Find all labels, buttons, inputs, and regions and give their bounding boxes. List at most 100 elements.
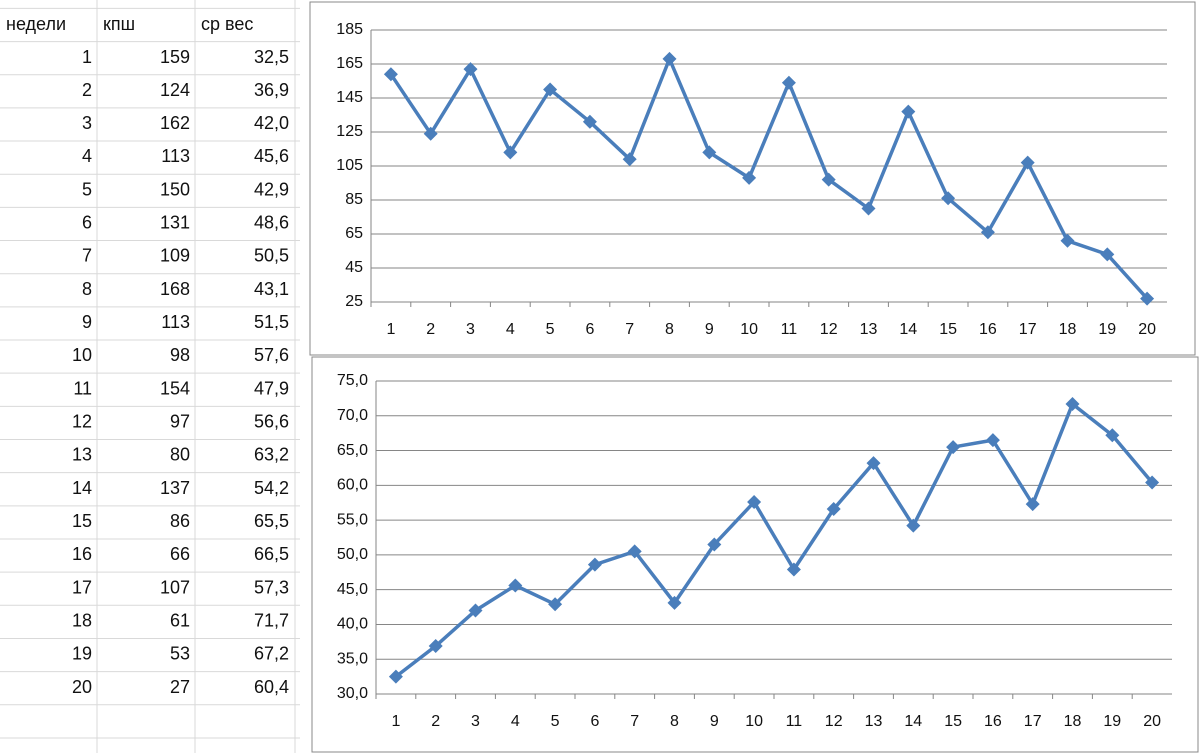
cell: 61	[170, 610, 190, 630]
cell: 5	[82, 179, 92, 199]
cell: 4	[82, 146, 92, 166]
point	[781, 75, 796, 90]
cell: 43,1	[254, 279, 289, 299]
cell: 42,9	[254, 179, 289, 199]
x-tick-label: 11	[786, 713, 803, 730]
point	[627, 544, 642, 559]
y-tick-label: 55,0	[337, 511, 368, 528]
x-tick-label: 15	[944, 713, 962, 730]
cell: 12	[72, 412, 92, 432]
cell: 113	[161, 312, 190, 332]
x-tick-label: 3	[471, 713, 480, 730]
point	[503, 145, 518, 160]
cell: 168	[160, 279, 190, 299]
cell: 2	[82, 80, 92, 100]
sheet-grid	[0, 0, 300, 753]
cell: 131	[160, 213, 190, 233]
point	[582, 114, 597, 129]
point	[747, 495, 762, 510]
header-cell: ср вес	[201, 14, 253, 34]
cell: 66,5	[254, 544, 289, 564]
cell: 14	[72, 478, 92, 498]
x-tick-label: 6	[590, 713, 599, 730]
x-tick-label: 20	[1143, 713, 1161, 730]
cell: 6	[82, 213, 92, 233]
point	[463, 62, 478, 77]
point	[707, 537, 722, 552]
cell: 109	[160, 246, 190, 266]
cell: 80	[170, 445, 190, 465]
cell: 16	[72, 544, 92, 564]
x-tick-label: 14	[899, 321, 917, 338]
y-tick-label: 65,0	[337, 442, 368, 459]
point	[1020, 155, 1035, 170]
point	[702, 145, 717, 160]
y-tick-label: 25	[345, 293, 363, 310]
y-tick-label: 70,0	[337, 407, 368, 424]
x-tick-label: 19	[1098, 321, 1116, 338]
point	[622, 152, 637, 167]
x-tick-label: 3	[466, 321, 475, 338]
y-tick-label: 105	[336, 157, 363, 174]
cell: 11	[73, 378, 92, 398]
point	[906, 518, 921, 533]
y-tick-label: 50,0	[337, 546, 368, 563]
point	[468, 603, 483, 618]
point	[866, 456, 881, 471]
point	[901, 104, 916, 119]
x-tick-label: 1	[391, 713, 400, 730]
x-tick-label: 20	[1138, 321, 1156, 338]
x-tick-label: 10	[740, 321, 758, 338]
cell: 57,6	[254, 345, 289, 365]
header-cell: кпш	[103, 14, 135, 34]
x-tick-label: 19	[1103, 713, 1121, 730]
cell: 47,9	[254, 378, 289, 398]
point	[548, 597, 563, 612]
cell: 8	[82, 279, 92, 299]
point	[428, 639, 443, 654]
cell: 20	[72, 677, 92, 697]
y-tick-label: 75,0	[337, 372, 368, 389]
cell: 137	[160, 478, 190, 498]
cell: 17	[72, 577, 92, 597]
cell: 9	[82, 312, 92, 332]
y-tick-label: 30,0	[337, 685, 368, 702]
cell: 15	[72, 511, 92, 531]
y-tick-label: 125	[336, 123, 363, 140]
point	[1145, 475, 1160, 490]
cell: 107	[160, 577, 190, 597]
x-tick-label: 15	[939, 321, 957, 338]
x-tick-label: 5	[551, 713, 560, 730]
cell: 10	[72, 345, 92, 365]
point	[786, 562, 801, 577]
x-tick-label: 16	[979, 321, 997, 338]
cell: 66	[170, 544, 190, 564]
x-tick-label: 16	[984, 713, 1002, 730]
point	[383, 67, 398, 82]
cell: 3	[82, 113, 92, 133]
cell: 162	[160, 113, 190, 133]
cell: 150	[160, 179, 190, 199]
y-tick-label: 40,0	[337, 616, 368, 633]
cell: 67,2	[254, 644, 289, 664]
x-tick-label: 14	[904, 713, 922, 730]
point	[388, 669, 403, 684]
point	[1025, 497, 1040, 512]
y-tick-label: 45	[345, 259, 363, 276]
point	[1100, 247, 1115, 262]
point	[821, 172, 836, 187]
x-tick-label: 17	[1024, 713, 1042, 730]
x-tick-label: 5	[546, 321, 555, 338]
x-tick-label: 2	[431, 713, 440, 730]
x-tick-label: 18	[1059, 321, 1077, 338]
cell: 63,2	[254, 445, 289, 465]
point	[980, 225, 995, 240]
point	[985, 433, 1000, 448]
cell: 54,2	[254, 478, 289, 498]
x-tick-label: 4	[511, 713, 520, 730]
point	[826, 501, 841, 516]
